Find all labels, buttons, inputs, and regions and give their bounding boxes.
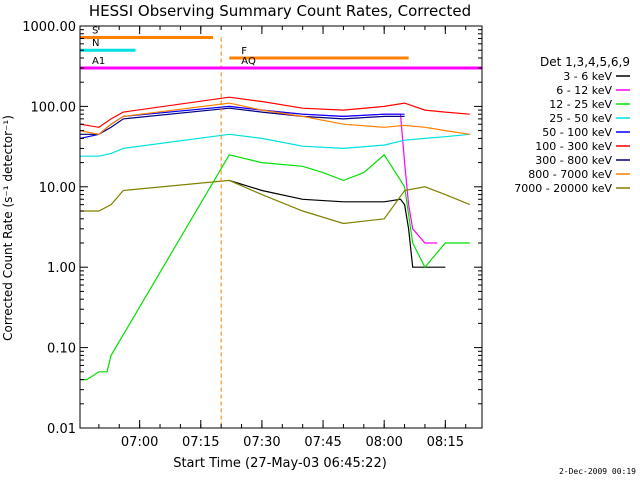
series-layer [79, 96, 471, 381]
x-tick-label: 07:45 [304, 435, 341, 450]
x-tick-label: 07:00 [121, 435, 158, 450]
legend-label: 6 - 12 keV [556, 84, 612, 97]
x-tick-label: 08:00 [365, 435, 402, 450]
series-line [229, 105, 438, 244]
series-line [79, 96, 470, 128]
y-axis-label: Corrected Count Rate (s⁻¹ detector⁻¹) [1, 115, 15, 341]
plot-frame [79, 25, 483, 429]
x-tick-label: 07:30 [243, 435, 280, 450]
series-line [80, 179, 471, 225]
y-tick-label: 1000.00 [22, 20, 76, 35]
legend-label: 12 - 25 keV [549, 98, 612, 111]
x-tick-label: 08:15 [427, 435, 464, 450]
marker-layer: SN FAQ A1 [80, 25, 482, 428]
marker-label: N [92, 38, 99, 49]
legend-label: 100 - 300 keV [535, 140, 612, 153]
legend-label: 50 - 100 keV [542, 126, 612, 139]
marker-label: F [241, 46, 247, 57]
y-tick-label: 100.00 [31, 100, 77, 115]
legend-label: 800 - 7000 keV [528, 168, 612, 181]
y-tick-label: 0.01 [47, 422, 76, 437]
chart-title: HESSI Observing Summary Count Rates, Cor… [89, 2, 471, 20]
x-axis-label: Start Time (27-May-03 06:45:22) [173, 456, 387, 471]
legend-label: 25 - 50 keV [549, 112, 612, 125]
y-tick-label: 10.00 [39, 181, 76, 196]
legend-label: 3 - 6 keV [563, 70, 612, 83]
marker-label: AQ [241, 56, 256, 67]
series-line [229, 179, 446, 268]
legend-label: 300 - 800 keV [535, 154, 612, 167]
series-line [80, 153, 470, 381]
x-axis: 07:00 07:15 07:30 07:45 08:00 08:15 [98, 26, 467, 450]
series-line [79, 102, 470, 135]
footer-date: 2-Dec-2009 00:19 [559, 467, 636, 476]
legend-title: Det 1,3,4,5,6,9 [540, 55, 630, 69]
y-tick-label: 1.00 [47, 261, 76, 276]
x-tick-label: 07:15 [182, 435, 219, 450]
y-tick-label: 0.10 [47, 342, 76, 357]
y-axis: 1000.00 100.00 10.00 1.00 0.10 0.01 [22, 20, 482, 437]
legend-label: 7000 - 20000 keV [514, 182, 612, 195]
marker-label: S [92, 25, 98, 36]
series-line [80, 107, 405, 135]
series-line [80, 133, 470, 157]
marker-label: A1 [92, 56, 105, 67]
